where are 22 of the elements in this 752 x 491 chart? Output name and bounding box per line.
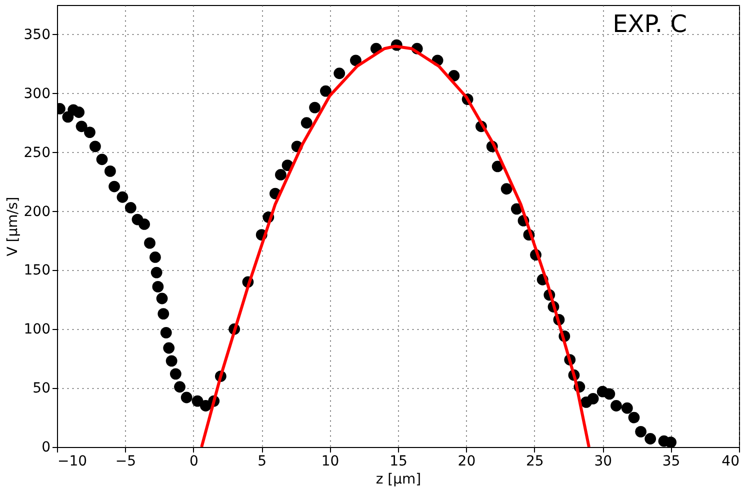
y-tick-label: 100 bbox=[24, 322, 50, 338]
x-tick-label: −5 bbox=[115, 454, 136, 470]
x-tick-label: 10 bbox=[321, 454, 340, 470]
x-tick-label: 30 bbox=[594, 454, 612, 470]
x-tick-label: 25 bbox=[526, 454, 544, 470]
y-tick-label: 250 bbox=[24, 144, 50, 161]
annotation: EXP. C bbox=[612, 10, 687, 38]
y-tick-label: 0 bbox=[42, 440, 50, 456]
y-tick-label: 50 bbox=[32, 380, 50, 397]
x-tick-label: 15 bbox=[390, 454, 408, 470]
x-tick-label: 35 bbox=[662, 454, 680, 470]
y-tick-label: 150 bbox=[24, 262, 50, 279]
x-tick-label: 20 bbox=[458, 454, 476, 470]
x-tick-label: −10 bbox=[58, 454, 88, 470]
y-tick-label: 200 bbox=[24, 204, 50, 220]
y-axis-title: V [μm/s] bbox=[4, 196, 21, 256]
x-tick-label: 5 bbox=[258, 454, 267, 470]
y-tick-label: 350 bbox=[24, 26, 50, 43]
x-tick-label: 0 bbox=[189, 454, 198, 470]
y-tick-label: 300 bbox=[24, 86, 50, 102]
x-axis-title: z [μm] bbox=[376, 472, 422, 488]
x-tick-label: 40 bbox=[722, 454, 740, 470]
